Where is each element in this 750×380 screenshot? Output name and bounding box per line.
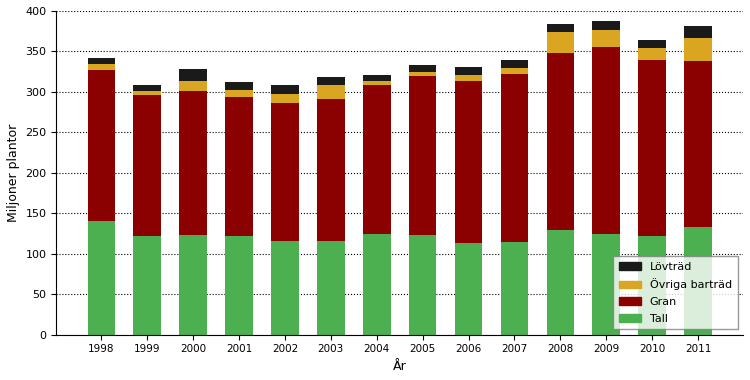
Bar — [363, 86, 391, 234]
Bar — [134, 236, 161, 335]
Bar — [638, 40, 666, 48]
Bar — [409, 72, 436, 76]
Bar — [638, 48, 666, 60]
Bar — [272, 103, 298, 241]
Bar — [88, 70, 115, 222]
Bar — [409, 235, 436, 335]
Bar — [547, 24, 574, 32]
Bar — [225, 90, 253, 97]
Bar — [684, 227, 712, 335]
Bar — [88, 58, 115, 64]
Bar — [317, 99, 344, 241]
Bar — [454, 67, 482, 75]
Bar — [592, 48, 620, 234]
Bar — [179, 91, 207, 235]
Bar — [684, 61, 712, 227]
Bar — [134, 91, 161, 95]
Bar — [547, 53, 574, 230]
Bar — [454, 81, 482, 243]
Bar — [684, 26, 712, 38]
Bar — [363, 234, 391, 335]
Bar — [363, 81, 391, 86]
Bar — [501, 242, 528, 335]
Bar — [88, 64, 115, 70]
Bar — [547, 32, 574, 53]
Bar — [317, 85, 344, 99]
Bar — [179, 235, 207, 335]
X-axis label: År: År — [393, 360, 406, 373]
Bar — [272, 86, 298, 93]
Bar — [88, 222, 115, 335]
Bar — [501, 68, 528, 74]
Bar — [363, 75, 391, 81]
Bar — [454, 75, 482, 81]
Bar — [547, 230, 574, 335]
Bar — [179, 69, 207, 81]
Bar — [592, 21, 620, 30]
Bar — [592, 30, 620, 48]
Bar — [225, 236, 253, 335]
Bar — [134, 95, 161, 236]
Y-axis label: Miljoner plantor: Miljoner plantor — [7, 124, 20, 222]
Bar — [638, 236, 666, 335]
Legend: Lövträd, Övriga barträd, Gran, Tall: Lövträd, Övriga barträd, Gran, Tall — [614, 256, 737, 329]
Bar — [272, 241, 298, 335]
Bar — [272, 93, 298, 103]
Bar — [638, 60, 666, 236]
Bar — [454, 243, 482, 335]
Bar — [409, 65, 436, 72]
Bar — [225, 97, 253, 236]
Bar — [684, 38, 712, 61]
Bar — [501, 74, 528, 242]
Bar — [592, 234, 620, 335]
Bar — [225, 82, 253, 90]
Bar — [317, 241, 344, 335]
Bar — [501, 60, 528, 68]
Bar — [317, 76, 344, 85]
Bar — [134, 85, 161, 91]
Bar — [409, 76, 436, 235]
Bar — [179, 81, 207, 91]
